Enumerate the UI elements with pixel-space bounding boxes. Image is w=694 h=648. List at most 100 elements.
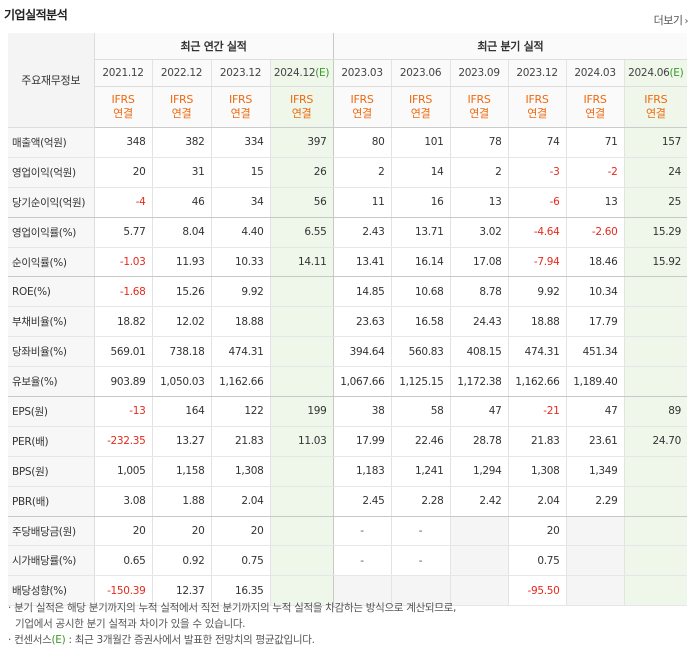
quarter-value-cell: - xyxy=(390,545,451,577)
quarter-value-cell: 13.41 xyxy=(332,247,392,278)
period-header-quarter-4: 2024.03 xyxy=(565,59,625,87)
consolidated-label: 연결 xyxy=(527,107,547,120)
quarter-value-cell: 21.83 xyxy=(507,426,567,457)
ifrs-label: IFRS xyxy=(644,93,668,106)
quarter-value-cell: 38 xyxy=(332,396,392,427)
period-header-quarter-0: 2023.03 xyxy=(332,59,392,87)
footnote-2-estimate-mark: (E) xyxy=(51,634,66,646)
annual-value-cell: 122 xyxy=(210,396,270,427)
quarter-value-cell: 20 xyxy=(507,516,567,547)
quarter-value-cell: 408.15 xyxy=(449,336,509,368)
ifrs-label: IFRS xyxy=(467,93,491,106)
annual-value-cell: -13 xyxy=(94,396,152,427)
annual-value-cell: 382 xyxy=(151,127,211,158)
quarter-value-cell xyxy=(623,516,688,547)
quarter-value-cell: 2.45 xyxy=(332,486,392,517)
quarter-value-cell: 1,241 xyxy=(390,456,451,487)
ifrs-label: IFRS xyxy=(290,93,314,106)
annual-value-cell: 46 xyxy=(151,187,211,218)
annual-value-cell xyxy=(269,336,334,368)
quarter-value-cell: - xyxy=(390,516,451,547)
annual-value-cell: 2.04 xyxy=(210,486,270,517)
row-label: 순이익률(%) xyxy=(8,247,95,278)
more-link[interactable]: 더보기 › xyxy=(654,12,689,28)
quarter-value-cell: 13 xyxy=(449,187,509,218)
annual-value-cell: 21.83 xyxy=(210,426,270,457)
quarter-value-cell: 24.43 xyxy=(449,306,509,338)
table-row: 주당배당금(원) 20 20 20- -20 xyxy=(8,516,688,547)
annual-value-cell: 1,308 xyxy=(210,456,270,487)
quarter-value-cell xyxy=(332,575,392,607)
quarter-value-cell: 1,294 xyxy=(449,456,509,487)
quarter-value-cell: - xyxy=(332,516,392,547)
period-label: 2023.09 xyxy=(458,67,500,79)
quarter-value-cell: 157 xyxy=(623,127,688,158)
footnote-2-text: : 최근 3개월간 증권사에서 발표한 전망치의 평균값입니다. xyxy=(65,634,315,646)
row-label: 유보율(%) xyxy=(8,366,95,398)
annual-value-cell: 5.77 xyxy=(94,217,152,248)
footnote-1-cont: 기업에서 공시한 분기 실적과 차이가 있을 수 있습니다. xyxy=(15,618,246,630)
quarter-value-cell: -3 xyxy=(507,157,567,188)
quarter-value-cell: 9.92 xyxy=(507,276,567,308)
annual-value-cell: 6.55 xyxy=(269,217,334,248)
annual-value-cell: 1,158 xyxy=(151,456,211,487)
row-label: 영업이익(억원) xyxy=(8,157,95,188)
quarter-value-cell xyxy=(623,545,688,577)
footnote-2: · 컨센서스(E) : 최근 3개월간 증권사에서 발표한 전망치의 평균값입니… xyxy=(8,632,688,648)
annual-value-cell: -150.39 xyxy=(94,575,152,607)
annual-value-cell: 348 xyxy=(94,127,152,158)
quarter-value-cell: 451.34 xyxy=(565,336,625,368)
quarter-value-cell: 80 xyxy=(332,127,392,158)
estimate-mark: (E) xyxy=(315,67,330,79)
ifrs-badge: IFRS 연결 xyxy=(94,86,152,128)
table-row: BPS(원) 1,005 1,158 1,308 1,183 1,241 1,294 1,30… xyxy=(8,456,688,487)
annual-value-cell: 1,050.03 xyxy=(151,366,211,398)
quarter-value-cell: -4.64 xyxy=(507,217,567,248)
quarter-value-cell: 394.64 xyxy=(332,336,392,368)
quarter-value-cell: 2.29 xyxy=(565,486,625,517)
quarter-value-cell: 2 xyxy=(449,157,509,188)
period-header-quarter-2: 2023.09 xyxy=(449,59,509,87)
quarter-value-cell xyxy=(565,516,625,547)
annual-value-cell xyxy=(269,486,334,517)
quarter-value-cell: 2.04 xyxy=(507,486,567,517)
table-row: 매출액(억원) 348 382 334 397 80 101 78 74 71 157 xyxy=(8,127,688,158)
period-header-quarter-3: 2023.12 xyxy=(507,59,567,87)
quarter-value-cell: 17.79 xyxy=(565,306,625,338)
row-label: 배당성향(%) xyxy=(8,575,95,607)
annual-value-cell: 8.04 xyxy=(151,217,211,248)
quarter-value-cell: 3.02 xyxy=(449,217,509,248)
estimate-mark: (E) xyxy=(669,67,684,79)
quarter-value-cell: 0.75 xyxy=(507,545,567,577)
annual-value-cell: 11.03 xyxy=(269,426,334,457)
row-label: PBR(배) xyxy=(8,486,95,517)
row-label-header: 주요재무정보 xyxy=(8,33,95,128)
annual-value-cell: 1.88 xyxy=(151,486,211,517)
annual-value-cell: 20 xyxy=(94,157,152,188)
consolidated-label: 연결 xyxy=(291,107,312,120)
annual-value-cell: 164 xyxy=(151,396,211,427)
ifrs-label: IFRS xyxy=(111,93,135,106)
quarter-value-cell: 8.78 xyxy=(449,276,509,308)
period-header-annual-3: 2024.12(E) xyxy=(269,59,334,87)
quarter-value-cell xyxy=(390,575,451,607)
quarter-value-cell: 22.46 xyxy=(390,426,451,457)
ifrs-badge: IFRS 연결 xyxy=(449,86,509,128)
quarter-value-cell: 23.63 xyxy=(332,306,392,338)
quarter-value-cell: 16 xyxy=(390,187,451,218)
consolidated-label: 연결 xyxy=(585,107,605,120)
period-label: 2024.03 xyxy=(574,67,616,79)
quarter-value-cell: -6 xyxy=(507,187,567,218)
annual-value-cell: 20 xyxy=(151,516,211,547)
period-label: 2023.12 xyxy=(516,67,558,79)
quarter-value-cell: 15.92 xyxy=(623,247,688,278)
quarter-value-cell: 1,183 xyxy=(332,456,392,487)
annual-value-cell: 13.27 xyxy=(151,426,211,457)
table-row: PER(배) -232.35 13.27 21.83 11.03 17.99 22.46 28… xyxy=(8,426,688,457)
consolidated-label: 연결 xyxy=(113,107,133,120)
annual-value-cell xyxy=(269,456,334,487)
annual-value-cell: 10.33 xyxy=(210,247,270,278)
quarter-value-cell: 17.08 xyxy=(449,247,509,278)
table-row: 순이익률(%) -1.03 11.93 10.33 14.11 13.41 16.14 17.… xyxy=(8,247,688,278)
